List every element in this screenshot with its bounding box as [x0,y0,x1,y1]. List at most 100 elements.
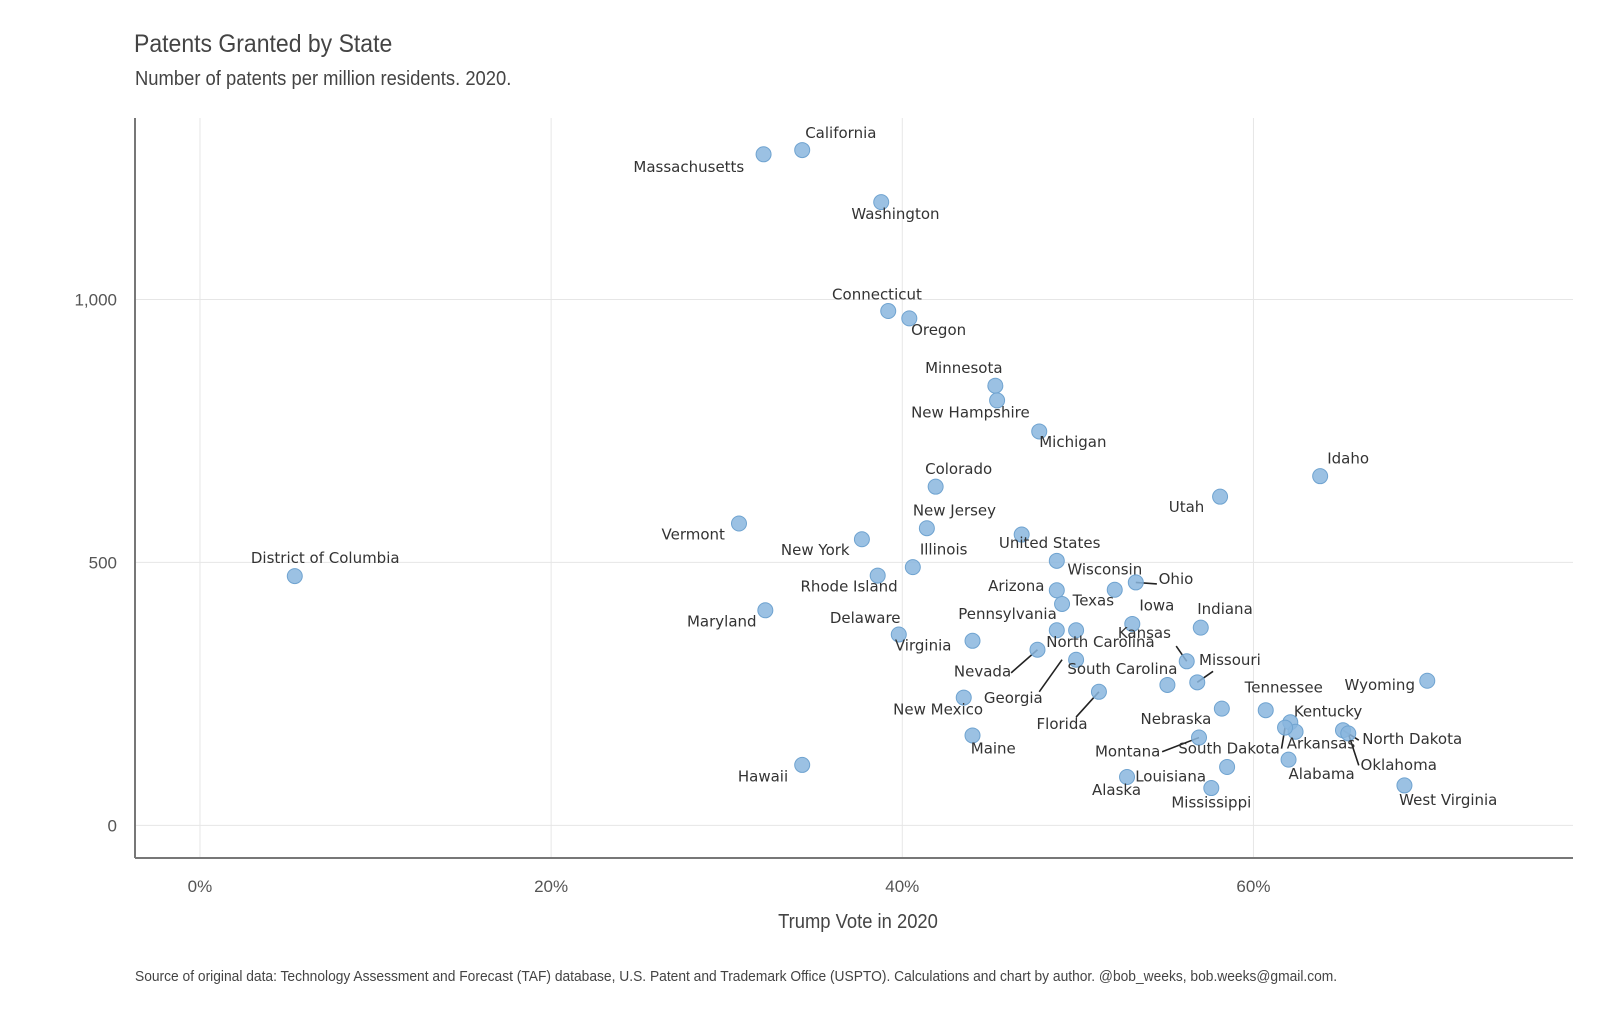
data-point [1106,581,1123,598]
data-point [880,303,897,320]
data-point [1127,574,1144,591]
point-label: Florida [1037,715,1088,733]
point-label: District of Columbia [251,549,400,567]
point-label: Hawaii [738,768,788,786]
data-point [755,146,772,163]
x-tick-label: 60% [1236,877,1270,896]
data-point [989,392,1006,409]
data-point [853,531,870,548]
point-label: New York [781,541,850,559]
y-tick-label: 1,000 [74,290,117,309]
data-point [1419,672,1436,689]
data-point [794,756,811,773]
point-label: Minnesota [925,359,1002,377]
gridlines [135,118,1573,858]
leader-line [1038,659,1063,693]
point-label: Maine [971,739,1016,757]
data-point [1013,526,1030,543]
point-label: Nevada [954,663,1011,681]
point-label: North Dakota [1362,730,1462,748]
data-point [1219,759,1236,776]
data-point [1189,674,1206,691]
axes: 0% 20% 40% 60% 0 500 1,000 [74,118,1573,896]
point-label: Delaware [830,609,901,627]
data-point [1068,651,1085,668]
point-label: Arkansas [1287,735,1356,753]
point-label: Vermont [662,525,726,543]
data-point [1203,780,1220,797]
data-point [901,310,918,327]
data-point [955,689,972,706]
point-label: Michigan [1039,433,1106,451]
data-point [1213,700,1230,717]
data-point [1048,552,1065,569]
data-point [1048,582,1065,599]
data-point [1159,676,1176,693]
point-label: Wyoming [1345,676,1415,694]
data-point [1396,777,1413,794]
point-label: Oklahoma [1361,756,1437,774]
data-point [1212,488,1229,505]
data-point [1119,769,1136,786]
point-labels: California Massachusetts Washington Connect… [251,124,1497,812]
data-point [1124,615,1141,632]
data-point [1048,622,1065,639]
point-label: Louisiana [1135,768,1206,786]
data-point [890,626,907,643]
point-label: Utah [1169,498,1205,516]
data-point [1257,702,1274,719]
data-points [286,142,1436,797]
point-label: Mississippi [1171,794,1251,812]
point-label: Wisconsin [1067,561,1142,579]
data-point [873,194,890,211]
point-label: Montana [1095,742,1160,760]
point-label: Connecticut [832,285,922,303]
point-label: Texas [1072,592,1115,610]
point-label: Maryland [687,613,757,631]
point-label: Tennessee [1244,678,1323,696]
y-tick-label: 0 [108,816,117,835]
point-label: South Carolina [1067,660,1177,678]
data-point [1340,725,1357,742]
data-point [964,632,981,649]
point-label: Massachusetts [633,158,744,176]
point-label: Rhode Island [800,577,897,595]
point-label: Washington [851,205,939,223]
x-tick-label: 40% [885,877,919,896]
data-point [869,567,886,584]
point-label: Alaska [1092,781,1141,799]
point-label: California [805,124,876,142]
data-point [1029,641,1046,658]
point-label: Pennsylvania [958,605,1057,623]
x-tick-label: 20% [534,877,568,896]
point-label: Indiana [1197,600,1253,618]
data-point [1192,619,1209,636]
point-label: Arizona [988,577,1044,595]
point-label: Kansas [1118,624,1171,642]
point-label: Ohio [1159,570,1194,588]
point-label: Iowa [1139,596,1174,614]
point-label: North Carolina [1046,633,1154,651]
point-label: Nebraska [1141,710,1212,728]
point-label: United States [999,534,1101,552]
source-caption: Source of original data: Technology Asse… [135,968,1338,985]
point-label: Oregon [911,321,966,339]
point-label: New Hampshire [911,403,1030,421]
data-point [1280,751,1297,768]
data-point [918,520,935,537]
chart-title: Patents Granted by State [134,30,393,58]
data-point [1312,468,1329,485]
data-point [757,602,774,619]
data-point [1191,729,1208,746]
point-label: Idaho [1327,450,1369,468]
data-point [1277,719,1294,736]
data-point [1031,423,1048,440]
data-point [794,142,811,159]
point-label: Illinois [920,541,968,559]
data-point [904,559,921,576]
point-label: Georgia [984,689,1043,707]
data-point [1054,595,1071,612]
x-axis-title: Trump Vote in 2020 [778,911,938,933]
point-label: Virginia [895,636,952,654]
